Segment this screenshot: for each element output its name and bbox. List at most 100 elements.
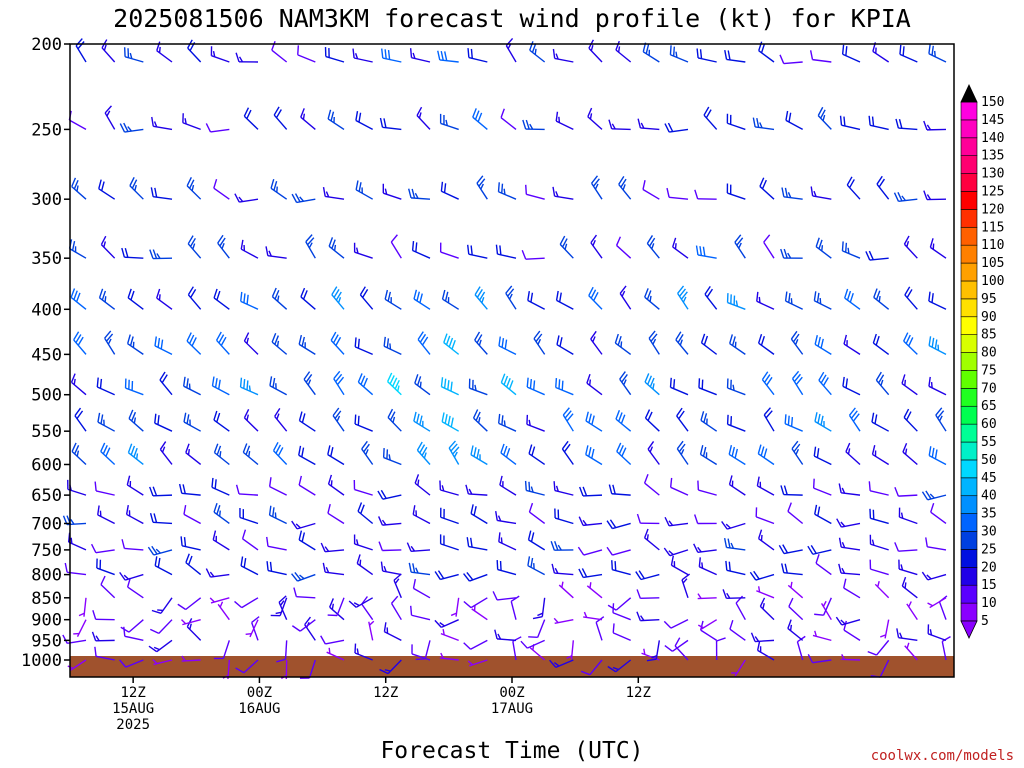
wind-barb xyxy=(644,288,660,310)
wind-barb xyxy=(330,331,345,355)
wind-barb xyxy=(390,595,402,621)
wind-barb xyxy=(368,620,375,641)
colorbar-tick-label: 75 xyxy=(981,363,997,378)
colorbar-high-arrow xyxy=(960,84,978,103)
y-tick-label: 550 xyxy=(31,422,62,442)
y-tick-label: 350 xyxy=(31,249,62,269)
wind-barb xyxy=(291,193,316,204)
wind-barb xyxy=(756,640,775,661)
colorbar-swatch xyxy=(960,352,978,371)
wind-barb xyxy=(416,106,431,130)
wind-barb xyxy=(614,333,632,355)
wind-barb xyxy=(94,646,115,661)
y-tick-label: 800 xyxy=(31,566,62,586)
wind-barb xyxy=(434,619,459,629)
y-tick-label: 300 xyxy=(31,190,62,210)
wind-barb xyxy=(587,107,603,130)
wind-barb xyxy=(903,408,918,432)
wind-barb xyxy=(245,619,259,638)
wind-barb xyxy=(298,445,316,466)
wind-barb xyxy=(520,639,545,649)
wind-barb xyxy=(64,562,87,576)
wind-barb xyxy=(813,291,832,310)
wind-barb xyxy=(497,413,517,432)
x-tick-label: 2025 xyxy=(116,717,150,733)
colorbar-tick-label: 125 xyxy=(981,184,1004,199)
wind-barb xyxy=(497,182,517,200)
wind-barb xyxy=(98,288,116,310)
wind-barb xyxy=(838,483,861,496)
wind-barb xyxy=(104,330,116,355)
wind-barb xyxy=(558,581,574,599)
plot-frame xyxy=(69,43,955,678)
wind-barb xyxy=(357,373,374,396)
wind-barb xyxy=(669,477,689,496)
wind-barb xyxy=(382,183,402,200)
wind-barb xyxy=(522,119,545,131)
wind-barb xyxy=(554,508,574,525)
wind-barb xyxy=(126,475,144,496)
y-tick-label: 200 xyxy=(31,35,62,55)
wind-barb xyxy=(635,570,660,581)
colorbar-swatch xyxy=(960,119,978,139)
wind-barb xyxy=(211,477,230,496)
y-tick-label: 850 xyxy=(31,589,62,609)
wind-barb xyxy=(941,636,951,661)
wind-barb xyxy=(500,443,517,466)
wind-barb xyxy=(274,408,288,432)
colorbar-tick-label: 120 xyxy=(981,202,1004,217)
wind-barb xyxy=(901,576,918,599)
wind-barb xyxy=(303,371,316,396)
wind-barb xyxy=(577,546,603,556)
wind-barb xyxy=(357,502,374,525)
wind-barb xyxy=(549,659,574,668)
colorbar-swatch xyxy=(960,226,978,246)
wind-barb xyxy=(927,597,947,609)
wind-barb xyxy=(150,187,173,200)
colorbar-swatch xyxy=(960,334,978,353)
wind-barb xyxy=(406,542,431,553)
wind-barb xyxy=(723,538,746,551)
wind-barb xyxy=(465,484,488,496)
wind-barb xyxy=(528,444,546,466)
wind-barb xyxy=(532,597,546,620)
wind-barb xyxy=(276,640,288,663)
wind-barb xyxy=(835,616,861,626)
wind-barb xyxy=(731,659,746,677)
wind-barb xyxy=(527,556,545,576)
wind-barb xyxy=(904,286,918,310)
wind-barb xyxy=(843,620,861,641)
wind-barb xyxy=(791,440,804,465)
wind-barb xyxy=(812,630,832,642)
wind-barb xyxy=(495,511,517,525)
wind-barb xyxy=(128,409,144,432)
colorbar-tick-label: 110 xyxy=(981,238,1004,253)
wind-barb xyxy=(154,336,173,356)
wind-barb xyxy=(467,659,488,667)
wind-barb xyxy=(498,532,517,551)
wind-barb xyxy=(440,507,459,525)
wind-barb xyxy=(677,285,689,310)
wind-barb xyxy=(382,448,402,466)
colorbar-swatch xyxy=(960,423,978,443)
wind-barb xyxy=(670,555,689,576)
wind-barb xyxy=(807,653,832,664)
wind-barb xyxy=(757,333,775,355)
y-tick-label: 900 xyxy=(31,611,62,631)
wind-barb xyxy=(151,116,173,131)
wind-barb xyxy=(757,444,775,466)
wind-barb xyxy=(606,546,631,556)
wind-barb xyxy=(927,624,947,642)
wind-barb xyxy=(921,490,947,501)
wind-barb xyxy=(96,377,115,396)
colorbar-tick-label: 85 xyxy=(981,328,997,343)
wind-barb xyxy=(647,441,660,465)
wind-barb xyxy=(636,611,660,622)
wind-barb xyxy=(700,411,718,432)
wind-barb xyxy=(810,186,832,200)
wind-barb xyxy=(466,537,488,551)
wind-barb xyxy=(869,559,889,576)
wind-barb xyxy=(758,41,775,63)
wind-barb xyxy=(698,378,717,396)
wind-barb xyxy=(528,502,546,525)
